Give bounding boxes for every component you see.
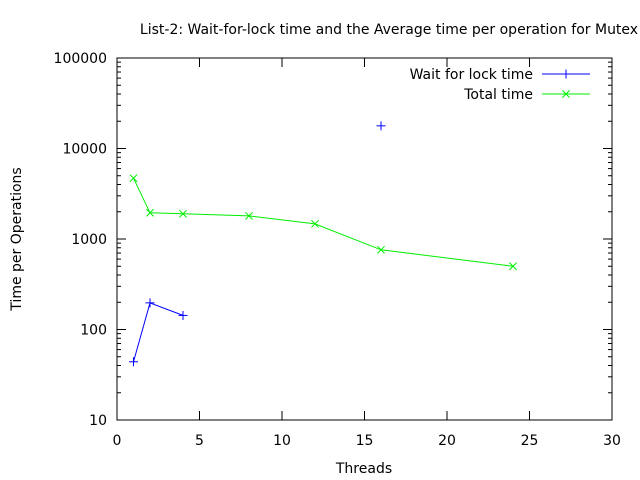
marker-stroke <box>377 245 385 254</box>
data-point <box>146 208 154 217</box>
data-point <box>178 310 188 320</box>
x-tick-label: 10 <box>273 433 291 449</box>
y-tick-label: 100 <box>80 323 107 339</box>
marker-stroke <box>245 211 253 220</box>
y-tick-labels: 10 100 1000 10000 100000 <box>54 51 107 429</box>
x-axis-title: Threads <box>335 461 392 477</box>
marker-stroke <box>509 262 517 271</box>
chart-title: List-2: Wait-for-lock time and the Avera… <box>140 22 638 38</box>
y-tick-label: 100000 <box>54 51 107 67</box>
data-point <box>145 298 155 308</box>
marker-stroke <box>179 209 187 218</box>
legend: Wait for lock time Total time <box>410 67 590 103</box>
y-tick-label: 10 <box>89 413 107 429</box>
x-tick-label: 20 <box>438 433 456 449</box>
series-layer <box>129 121 517 367</box>
data-point <box>376 121 386 131</box>
x-tick-label: 0 <box>113 433 122 449</box>
data-point <box>179 209 187 218</box>
series-line <box>133 177 514 267</box>
marker-stroke <box>311 219 319 228</box>
data-point <box>129 174 138 183</box>
data-point <box>129 357 138 367</box>
x-tick-label: 25 <box>521 433 539 449</box>
data-point <box>311 219 319 228</box>
data-point <box>245 211 253 220</box>
x-tick-labels: 0 5 10 15 20 25 30 <box>113 433 621 449</box>
x-tick-label: 5 <box>195 433 204 449</box>
legend-label: Wait for lock time <box>410 67 533 83</box>
legend-marker <box>561 69 571 79</box>
legend-label: Total time <box>463 87 533 103</box>
legend-marker <box>562 90 570 98</box>
axis-ticks <box>116 57 613 421</box>
series-line <box>133 302 184 362</box>
data-point <box>377 245 385 254</box>
data-point <box>509 262 517 271</box>
x-tick-label: 30 <box>603 433 621 449</box>
x-tick-label: 15 <box>356 433 374 449</box>
y-tick-label: 1000 <box>71 232 107 248</box>
y-axis-title: Time per Operations <box>9 167 25 311</box>
y-tick-label: 10000 <box>62 142 107 158</box>
series-2 <box>129 174 517 271</box>
plot-area <box>116 57 613 421</box>
marker-stroke <box>562 90 570 98</box>
series-1 <box>129 121 386 367</box>
marker-stroke <box>146 208 154 217</box>
marker-stroke <box>129 174 138 183</box>
